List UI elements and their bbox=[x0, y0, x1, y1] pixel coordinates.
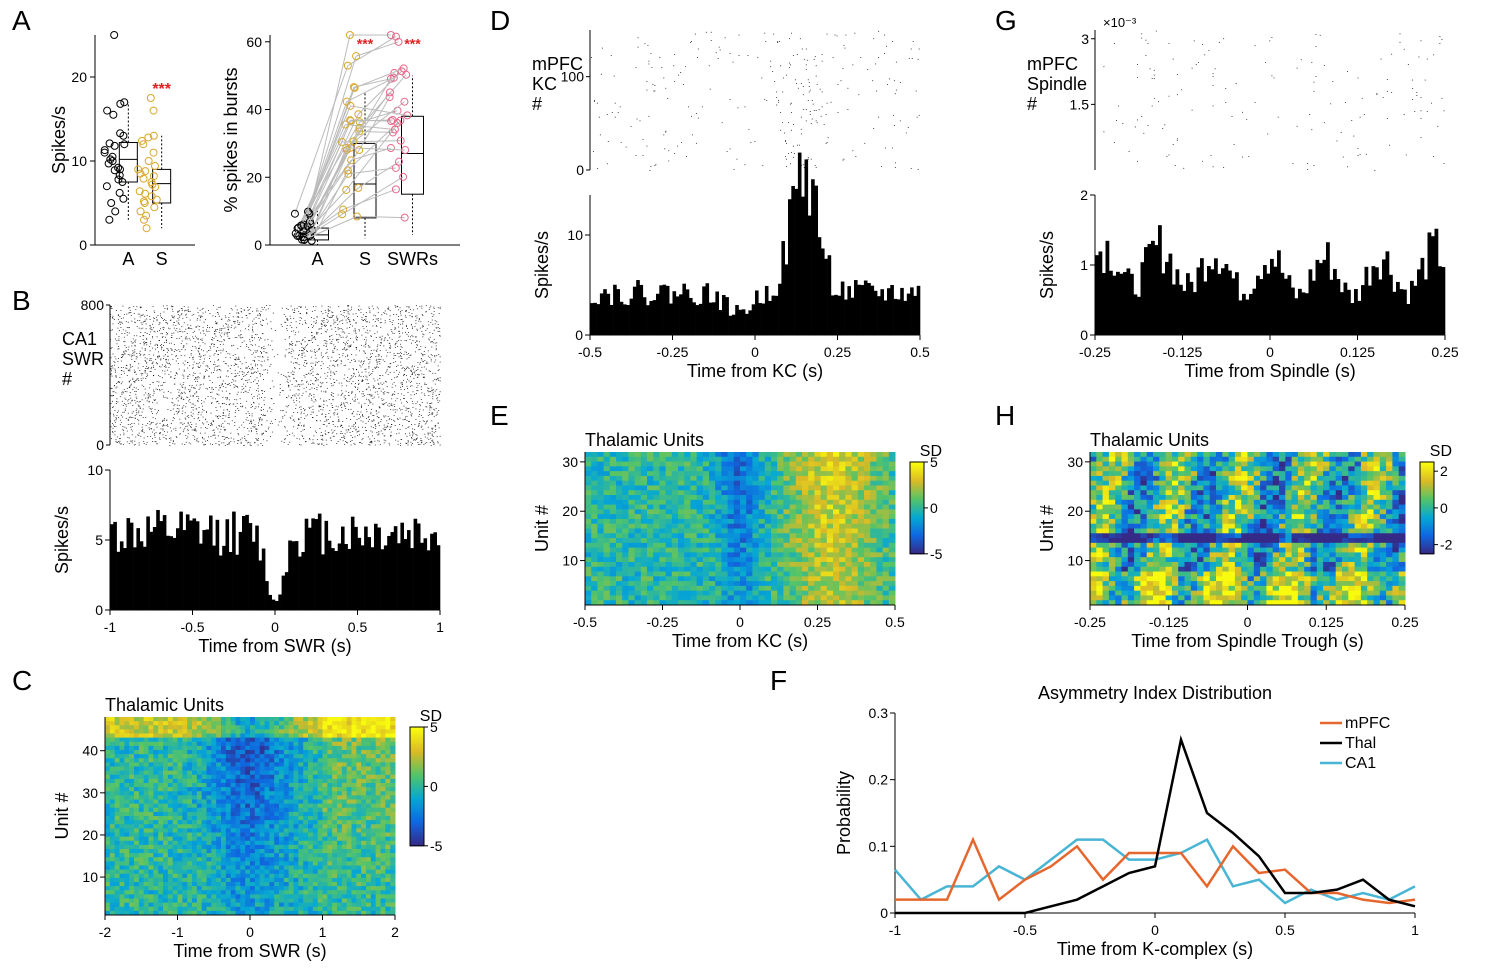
svg-text:A: A bbox=[122, 249, 134, 269]
panel-label-D: D bbox=[490, 5, 510, 37]
svg-text:SWR: SWR bbox=[62, 349, 104, 369]
svg-text:5: 5 bbox=[95, 532, 103, 548]
svg-text:0: 0 bbox=[79, 237, 87, 253]
svg-text:#: # bbox=[62, 369, 72, 389]
svg-text:10: 10 bbox=[71, 153, 87, 169]
svg-text:0: 0 bbox=[254, 237, 262, 253]
svg-text:20: 20 bbox=[246, 169, 262, 185]
panel-B-psth: 0 5 10 -1 -0.5 0 0.5 1 Time from SWR (s) Spikes/s bbox=[50, 465, 450, 660]
panel-label-G: G bbox=[995, 5, 1017, 37]
panel-A-left: 0 10 20 Spikes/s A S *** bbox=[50, 25, 210, 285]
svg-text:S: S bbox=[359, 249, 371, 269]
panel-C-heatmap: 10203040-2-1012Time from SWR (s)Unit #Th… bbox=[50, 695, 470, 965]
svg-text:40: 40 bbox=[246, 102, 262, 118]
svg-text:***: *** bbox=[152, 81, 171, 98]
svg-text:0: 0 bbox=[96, 437, 104, 453]
panel-D-psth: 010-0.5-0.2500.250.5Time from KC (s)Spik… bbox=[530, 190, 930, 385]
svg-text:***: *** bbox=[357, 36, 374, 52]
panel-G-psth: 012-0.25-0.12500.1250.25Time from Spindl… bbox=[1035, 190, 1455, 385]
svg-text:Spikes/s: Spikes/s bbox=[49, 106, 69, 174]
panel-label-E: E bbox=[490, 400, 509, 432]
panel-A-right: 0204060% spikes in burstsASSWRs****** bbox=[225, 25, 470, 285]
svg-text:A: A bbox=[311, 249, 323, 269]
svg-text:800: 800 bbox=[81, 297, 105, 313]
panel-label-H: H bbox=[995, 400, 1015, 432]
svg-text:20: 20 bbox=[71, 69, 87, 85]
svg-text:10: 10 bbox=[87, 462, 103, 478]
svg-text:0: 0 bbox=[271, 619, 279, 635]
svg-text:-0.5: -0.5 bbox=[180, 619, 204, 635]
svg-text:S: S bbox=[156, 249, 168, 269]
svg-text:1: 1 bbox=[436, 619, 444, 635]
panel-label-C: C bbox=[12, 665, 32, 697]
svg-text:Time from SWR (s): Time from SWR (s) bbox=[198, 636, 351, 656]
svg-text:SWRs: SWRs bbox=[387, 249, 438, 269]
svg-text:***: *** bbox=[404, 36, 421, 52]
svg-text:% spikes in bursts: % spikes in bursts bbox=[221, 67, 241, 212]
panel-label-F: F bbox=[770, 665, 787, 697]
panel-label-B: B bbox=[12, 285, 31, 317]
panel-G-raster: 1.53×10⁻³mPFCSpindle# bbox=[1035, 25, 1455, 185]
svg-text:CA1: CA1 bbox=[62, 329, 97, 349]
panel-label-A: A bbox=[12, 5, 31, 37]
panel-F-lines: 00.10.20.3-1-0.500.51Time from K-complex… bbox=[825, 685, 1465, 970]
panel-H-heatmap: 102030-0.25-0.12500.1250.25Time from Spi… bbox=[1035, 430, 1480, 655]
svg-text:0: 0 bbox=[95, 602, 103, 618]
svg-text:60: 60 bbox=[246, 34, 262, 50]
svg-text:Spikes/s: Spikes/s bbox=[52, 506, 72, 574]
panel-D-raster: 0100mPFCKC# bbox=[530, 25, 930, 185]
panel-E-heatmap: 102030-0.5-0.2500.250.5Time from KC (s)U… bbox=[530, 430, 970, 655]
panel-B-raster: 0 800 CA1SWR# bbox=[50, 300, 450, 460]
svg-text:-1: -1 bbox=[104, 619, 117, 635]
svg-text:0.5: 0.5 bbox=[348, 619, 368, 635]
